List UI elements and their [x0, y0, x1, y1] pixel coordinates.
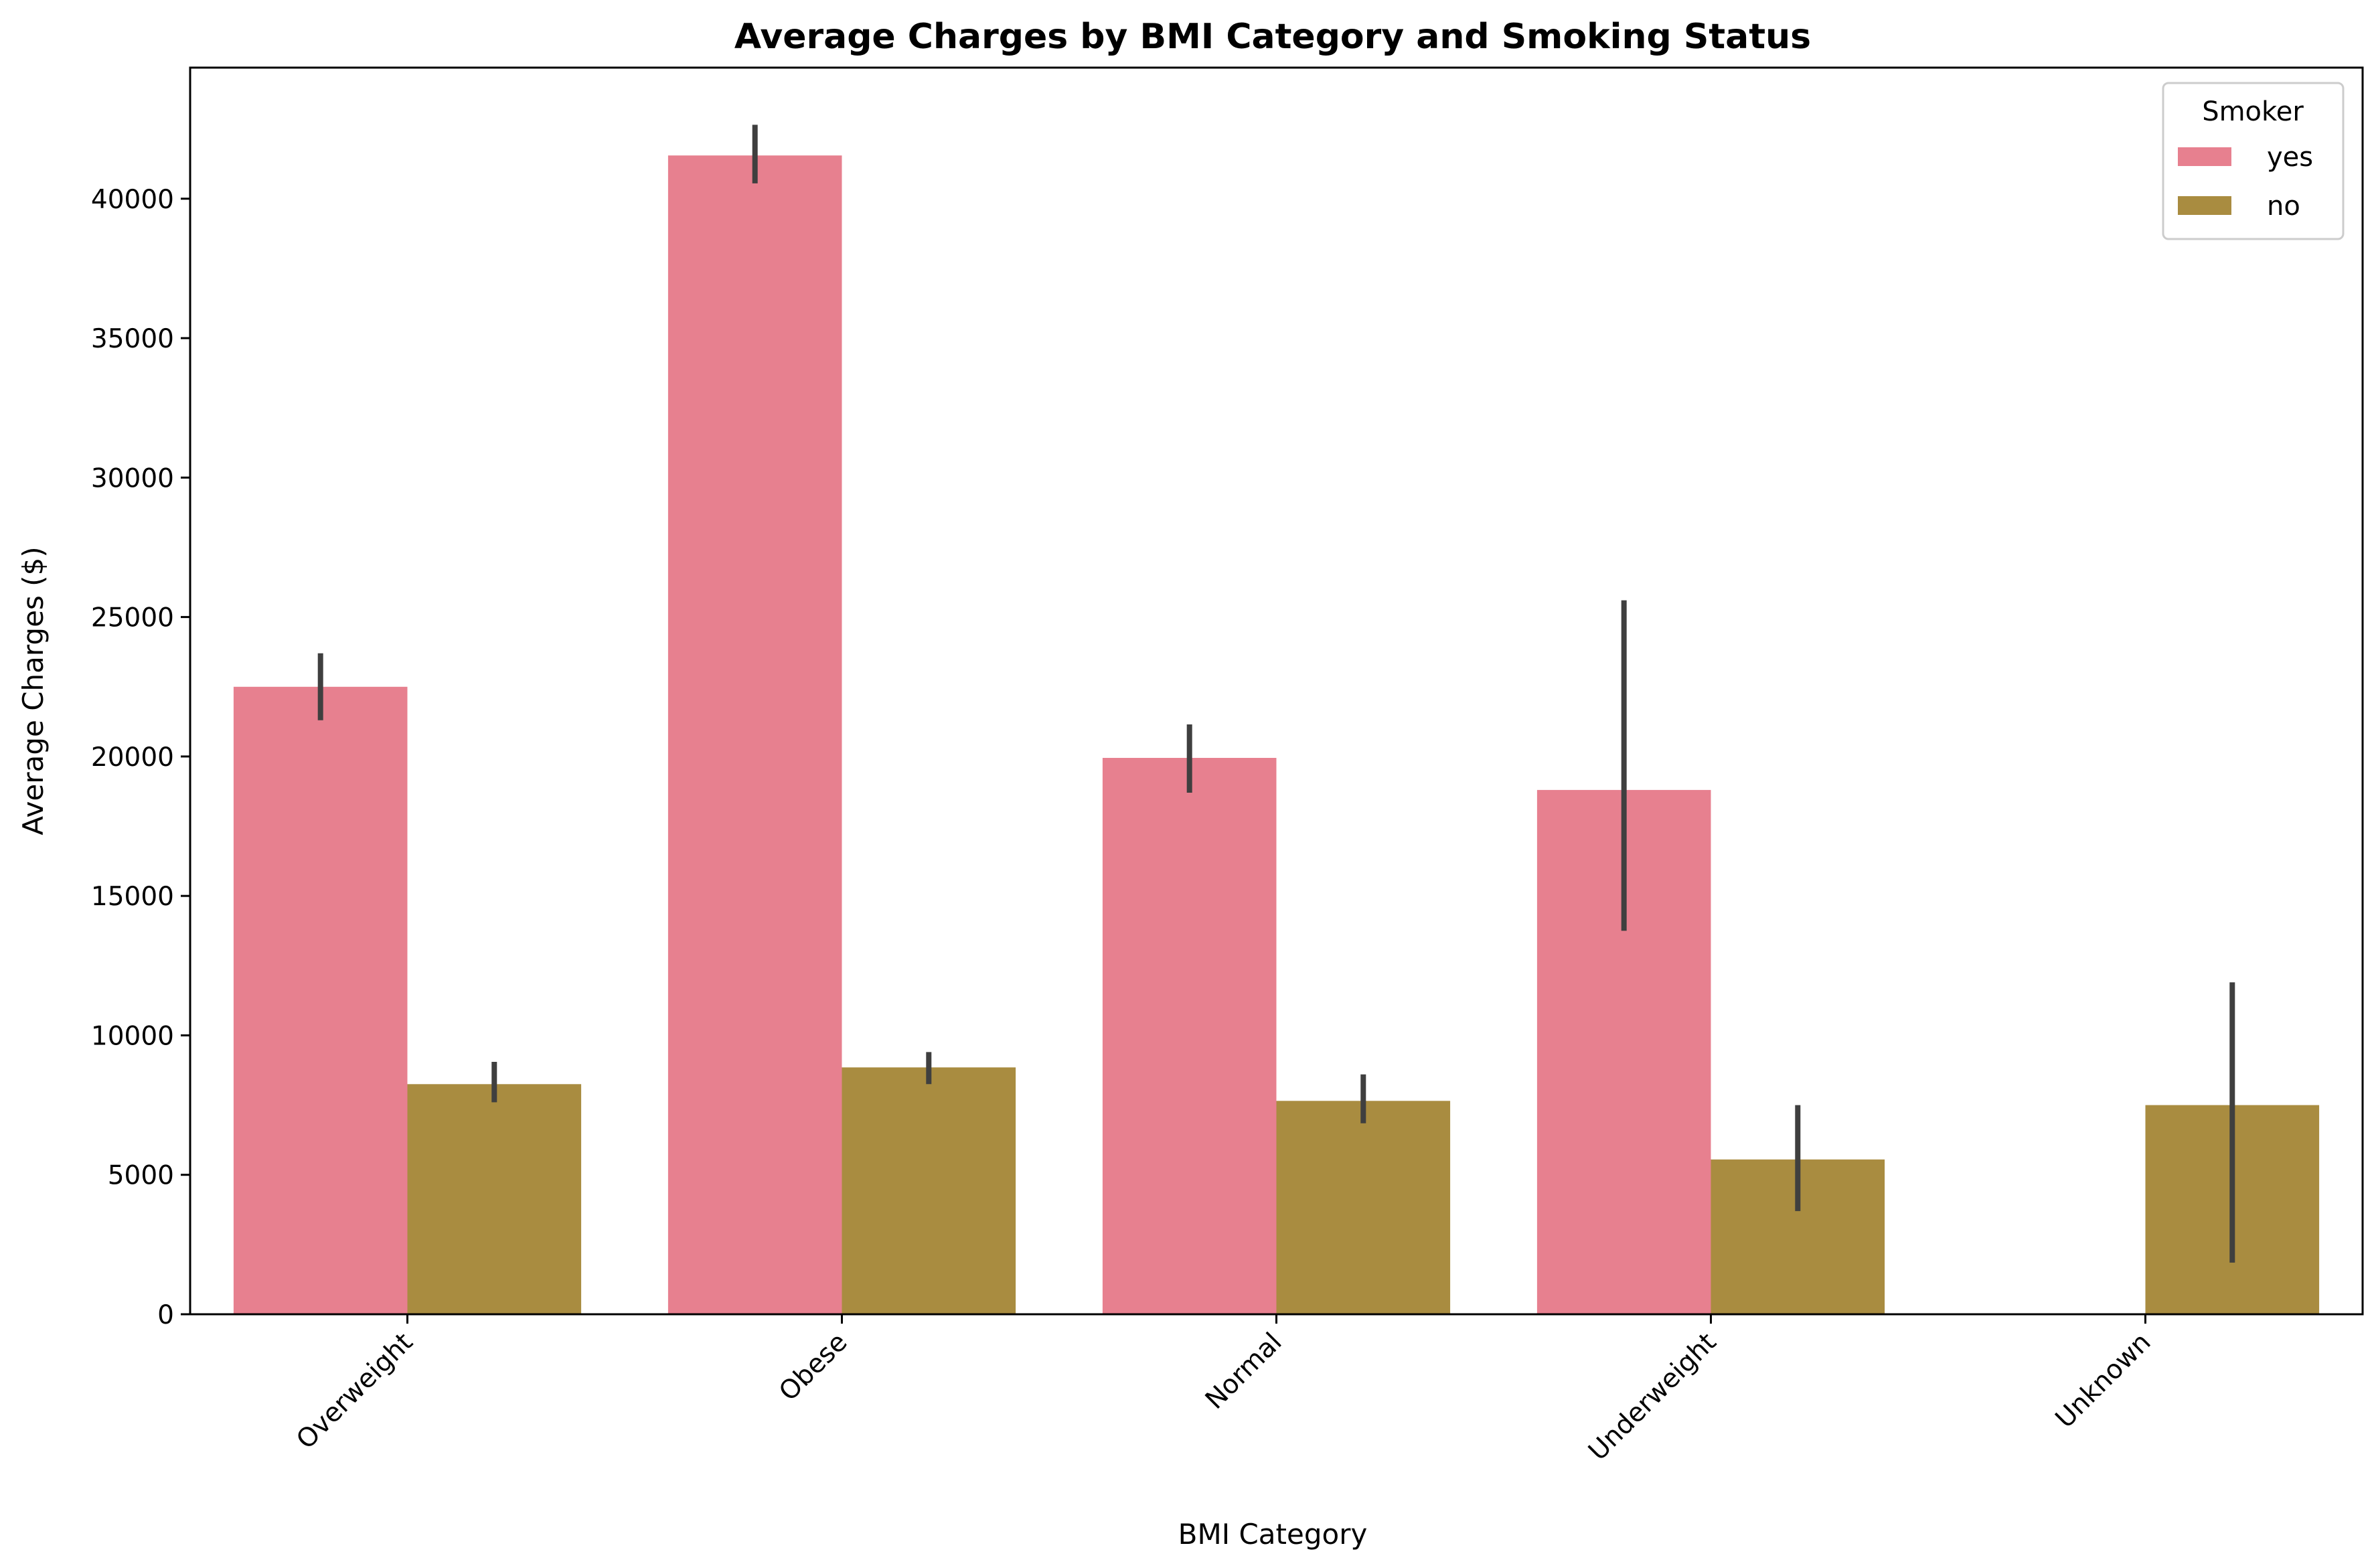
legend-swatch-yes — [2178, 147, 2231, 166]
legend-title: Smoker — [2202, 96, 2304, 127]
x-tick-label-unknown: Unknown — [2050, 1327, 2157, 1434]
bar-yes-obese — [667, 155, 842, 1315]
legend-label-no: no — [2267, 191, 2300, 222]
y-tick-label: 10000 — [91, 1021, 174, 1051]
chart-title: Average Charges by BMI Category and Smok… — [734, 17, 1811, 57]
bar-yes-normal — [1102, 758, 1277, 1314]
x-axis-label: BMI Category — [1178, 1518, 1368, 1551]
y-axis: 0 5000 10000 15000 20000 25000 30000 35000 40000 — [91, 185, 190, 1330]
y-tick-label: 5000 — [108, 1161, 174, 1191]
bar-no-normal — [1276, 1101, 1451, 1314]
x-tick-label-normal: Normal — [1200, 1327, 1288, 1415]
errorbars-layer — [317, 125, 2235, 1263]
y-tick-label: 30000 — [91, 463, 174, 493]
y-tick-label: 35000 — [91, 324, 174, 354]
bar-no-overweight — [407, 1084, 582, 1314]
y-axis-label: Average Charges ($) — [17, 546, 50, 835]
bars-layer — [233, 155, 2320, 1315]
y-tick-label: 40000 — [91, 185, 174, 215]
y-tick-label: 25000 — [91, 603, 174, 633]
x-tick-label-obese: Obese — [773, 1327, 853, 1407]
y-tick-label: 20000 — [91, 742, 174, 773]
y-tick-label: 0 — [157, 1300, 174, 1330]
legend-label-yes: yes — [2267, 142, 2313, 173]
x-axis: Overweight Obese Normal Underweight Unknown — [291, 1314, 2157, 1467]
y-tick-label: 15000 — [91, 882, 174, 912]
legend-swatch-no — [2178, 196, 2231, 215]
x-tick-label-underweight: Underweight — [1583, 1327, 1722, 1466]
legend: Smoker yes no — [2162, 82, 2345, 240]
legend-items: yes no — [2178, 142, 2313, 222]
bar-yes-overweight — [233, 686, 408, 1314]
bar-no-obese — [842, 1067, 1016, 1314]
x-tick-label-overweight: Overweight — [291, 1327, 418, 1455]
